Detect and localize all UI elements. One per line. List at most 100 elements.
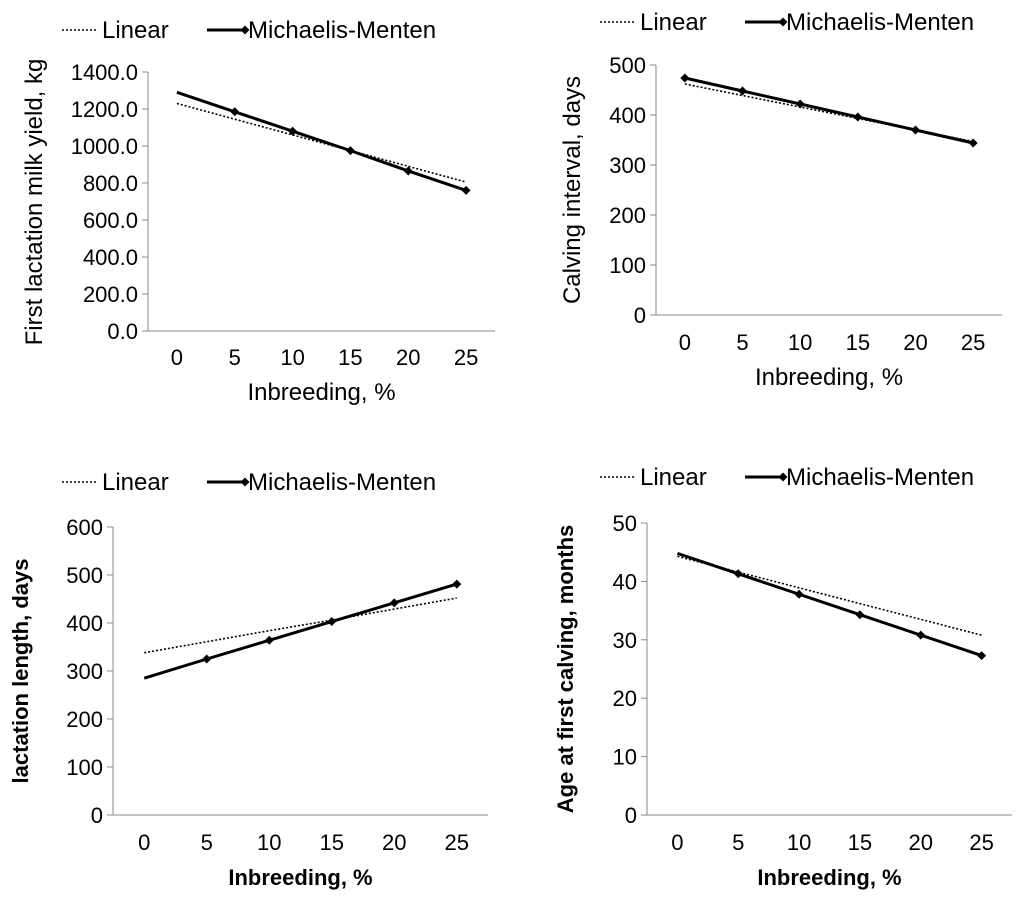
y-tick-label: 400 [609,103,646,128]
data-point-michaelis-menten [738,86,747,96]
x-tick-label: 15 [848,830,872,855]
y-tick-label: 10 [613,745,637,770]
data-point-michaelis-menten [345,146,355,156]
data-point-michaelis-menten [968,138,978,148]
x-tick-label: 20 [903,330,927,355]
data-point-michaelis-menten [911,125,920,135]
x-tick-label: 20 [909,830,933,855]
data-point-michaelis-menten [855,610,865,620]
y-tick-label: 100 [609,253,646,278]
y-tick-label: 300 [66,659,103,684]
x-tick-label: 0 [679,330,691,355]
chart-panel-3: 0 100 200 300 400 500 600 0 5 10 15 20 25 Linear Micha… [8,469,488,890]
x-tick-label: 0 [671,830,683,855]
y-tick-label: 800.0 [83,171,138,196]
data-point-michaelis-menten [389,598,399,608]
y-tick-label: 200.0 [83,282,138,307]
y-tick-label: 0 [625,803,637,828]
y-tick-label: 30 [613,628,637,653]
y-tick-label: 40 [613,569,637,594]
data-point-michaelis-menten [795,99,805,109]
data-point-michaelis-menten [461,185,471,195]
x-tick-label: 25 [445,830,469,855]
legend-label-linear: Linear [102,17,169,44]
y-tick-label: 1000.0 [71,134,138,159]
x-tick-label: 5 [732,830,744,855]
y-tick-label: 500 [609,53,646,78]
x-tick-label: 5 [736,330,748,355]
data-point-michaelis-menten [403,166,413,176]
x-tick-label: 20 [382,830,406,855]
y-tick-label: 400.0 [83,245,138,270]
data-point-michaelis-menten [288,126,298,136]
y-tick-label: 200 [609,203,646,228]
x-tick-label: 10 [280,345,304,370]
x-tick-label: 0 [138,830,150,855]
y-tick-label: 400 [66,611,103,636]
data-point-michaelis-menten [794,589,804,599]
y-tick-label: 300 [609,153,646,178]
legend-label-linear: Linear [640,9,707,36]
x-axis-title: Inbreeding, % [755,364,903,391]
x-tick-label: 25 [961,330,985,355]
chart-panel-1: 0.0 200.0 400.0 600.0 800.0 1000.0 1200.0 1400.… [21,17,495,406]
x-tick-label: 15 [338,345,362,370]
data-point-michaelis-menten [202,654,212,664]
legend-marker-michaelis-menten [240,477,250,487]
chart-panel-2: 0 100 200 300 400 500 0 5 10 15 20 25 Linear Michaeli… [559,9,1002,391]
x-tick-label: 10 [788,330,812,355]
legend-marker-michaelis-menten [778,472,788,482]
chart-panel-4: 0 10 20 30 40 50 0 5 10 15 20 25 Linear Michaelis-Men… [553,464,1012,890]
x-axis-title: Inbreeding, % [247,379,395,406]
data-point-michaelis-menten [916,630,926,640]
y-tick-label: 50 [613,511,637,536]
y-tick-label: 600 [66,515,103,540]
data-point-michaelis-menten [853,112,863,122]
y-tick-label: 200 [66,707,103,732]
legend-label-linear: Linear [102,469,169,496]
y-tick-label: 100 [66,755,103,780]
x-tick-label: 5 [201,830,213,855]
data-point-michaelis-menten [230,107,240,117]
data-point-michaelis-menten [452,579,462,589]
data-point-michaelis-menten [680,73,690,83]
x-tick-label: 15 [320,830,344,855]
x-tick-label: 20 [396,345,420,370]
series-line-michaelis-menten [684,76,974,145]
x-tick-label: 10 [257,830,281,855]
x-tick-label: 10 [787,830,811,855]
y-tick-label: 0 [634,303,646,328]
y-axis-title: First lactation milk yield, kg [21,59,48,346]
y-tick-label: 0.0 [107,319,138,344]
series-line-linear [176,102,467,183]
series-line-michaelis-menten [676,551,983,657]
y-tick-label: 500 [66,563,103,588]
data-point-michaelis-menten [264,635,274,645]
y-tick-label: 1400.0 [71,60,138,85]
x-tick-label: 0 [171,345,183,370]
y-tick-label: 20 [613,686,637,711]
y-axis-title: Calving interval, days [559,76,586,304]
legend-label-michaelis-menten: Michaelis-Menten [786,9,974,36]
series-line-linear [144,597,457,654]
legend-marker-michaelis-menten [778,17,788,27]
legend-label-michaelis-menten: Michaelis-Menten [248,17,436,44]
x-axis-title: Inbreeding, % [228,865,372,890]
x-axis-title: Inbreeding, % [757,865,901,890]
legend-label-michaelis-menten: Michaelis-Menten [786,464,974,491]
x-tick-label: 25 [454,345,478,370]
data-point-michaelis-menten [327,617,337,627]
legend-marker-michaelis-menten [240,25,250,35]
legend-label-linear: Linear [640,464,707,491]
x-tick-label: 5 [229,345,241,370]
x-tick-label: 15 [846,330,870,355]
x-tick-label: 25 [969,830,993,855]
legend-label-michaelis-menten: Michaelis-Menten [248,469,436,496]
data-point-michaelis-menten [977,651,987,661]
y-axis-title: Age at first calving, months [553,525,578,814]
data-point-michaelis-menten [733,569,743,579]
y-tick-label: 0 [91,803,103,828]
y-tick-label: 1200.0 [71,97,138,122]
y-axis-title: lactation length, days [8,559,33,784]
